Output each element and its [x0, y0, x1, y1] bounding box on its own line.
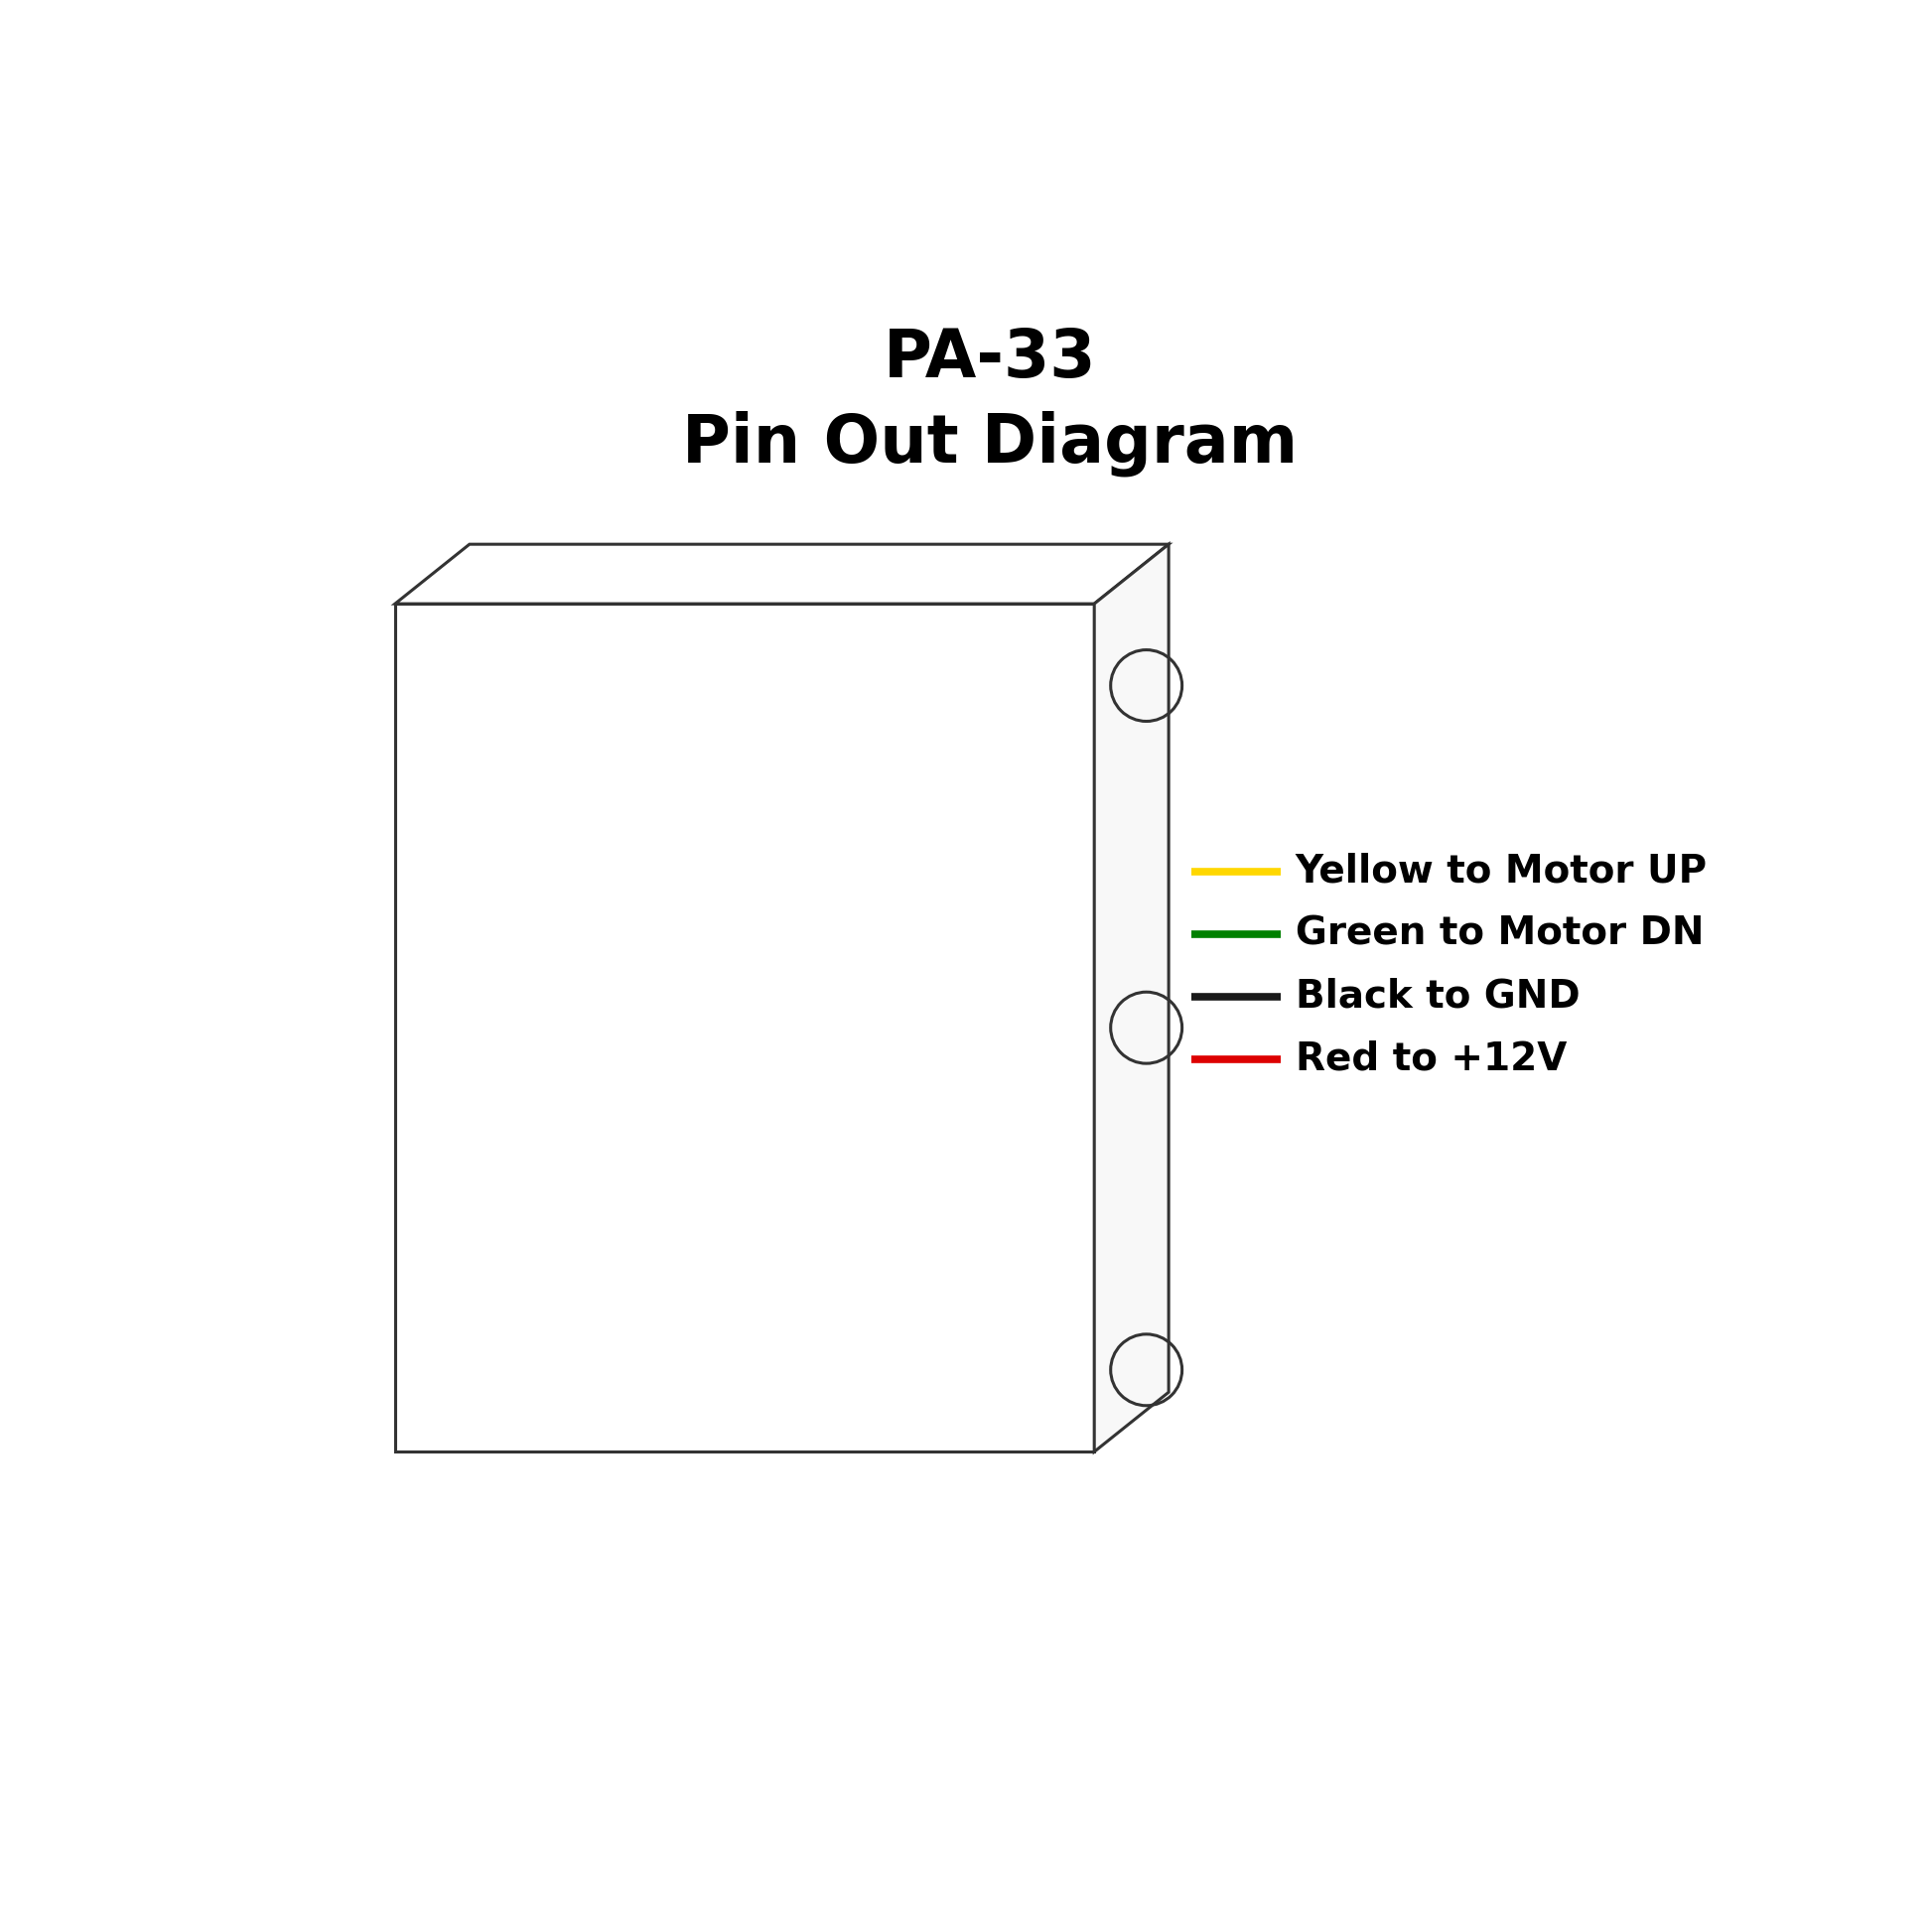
Text: Yellow to Motor UP: Yellow to Motor UP — [1294, 852, 1708, 891]
Text: Green to Motor DN: Green to Motor DN — [1294, 916, 1704, 952]
Polygon shape — [1094, 545, 1169, 1451]
Text: PA-33: PA-33 — [883, 325, 1097, 390]
Text: Red to +12V: Red to +12V — [1294, 1039, 1567, 1078]
Polygon shape — [394, 545, 1169, 603]
Text: Black to GND: Black to GND — [1294, 978, 1580, 1016]
Text: Pin Out Diagram: Pin Out Diagram — [682, 410, 1298, 475]
